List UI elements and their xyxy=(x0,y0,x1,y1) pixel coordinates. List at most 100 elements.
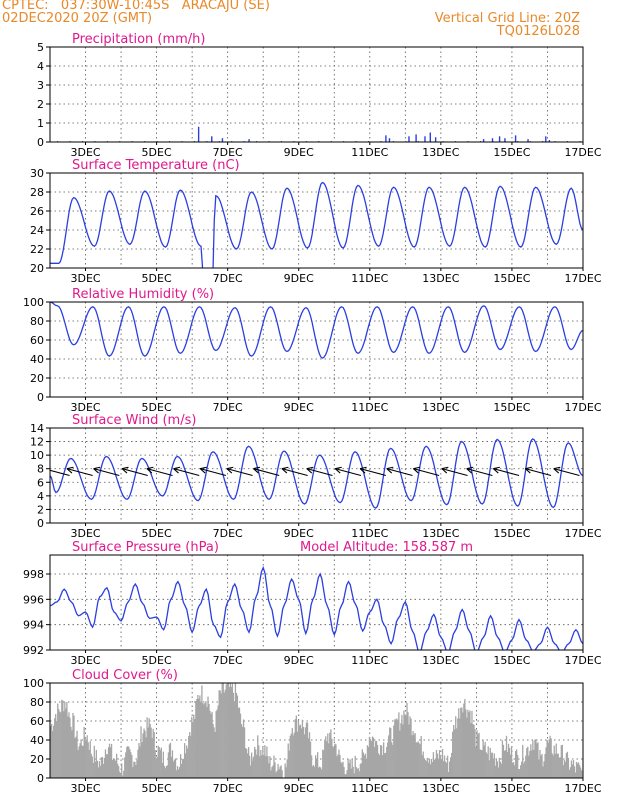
cloud-bar xyxy=(547,743,549,778)
cloud-bar xyxy=(248,755,251,778)
cloud-bar xyxy=(480,749,482,778)
cloud-bar xyxy=(244,748,247,778)
cloud-bar xyxy=(441,748,444,778)
station-label: CPTEC: 037:30W-10:45S ARACAJU (SE) xyxy=(2,0,270,13)
cloud-bar xyxy=(354,755,356,778)
cloud-bar xyxy=(247,747,250,778)
cloud-bar xyxy=(398,712,400,778)
cloud-bar xyxy=(508,747,511,778)
series-line-pressure xyxy=(50,565,583,650)
cloud-bar xyxy=(427,762,429,778)
cloud-bar xyxy=(258,745,260,778)
cloud-bar xyxy=(136,759,138,778)
cloud-bar xyxy=(170,756,173,778)
wind-arrow-head xyxy=(173,466,181,474)
y-tick-label: 28 xyxy=(30,186,44,199)
cloud-bar xyxy=(256,754,258,778)
cloud-bar xyxy=(179,754,182,778)
x-tick-label: 17DEC xyxy=(564,146,601,159)
cloud-bar xyxy=(526,748,528,778)
cloud-bar xyxy=(408,724,410,778)
cloud-bar xyxy=(199,695,201,778)
cloud-bar xyxy=(469,710,471,778)
y-tick-label: 0 xyxy=(37,391,44,404)
cloud-bar xyxy=(302,726,305,778)
wind-arrow-head xyxy=(146,466,154,474)
cloud-bar xyxy=(303,734,306,778)
panel-title: Surface Temperature (nC) xyxy=(72,158,240,173)
cloud-bar xyxy=(566,751,569,778)
precip-bar xyxy=(385,135,387,142)
cloud-bar xyxy=(304,727,307,778)
cloud-bar xyxy=(558,757,560,778)
x-tick-label: 15DEC xyxy=(493,146,530,159)
wind-arrow-head xyxy=(121,466,129,474)
cloud-bar xyxy=(555,743,557,778)
cloud-bar xyxy=(519,769,521,778)
cloud-bar xyxy=(300,728,303,778)
panel-title: Cloud Cover (%) xyxy=(72,668,178,683)
cloud-bar xyxy=(400,723,402,778)
cloud-bar xyxy=(575,762,578,778)
cloud-bar xyxy=(261,755,263,778)
cloud-bar xyxy=(260,749,262,778)
cloud-bar xyxy=(482,740,484,778)
cloud-bar xyxy=(335,744,337,778)
cloud-bar xyxy=(284,763,286,778)
cloud-bar xyxy=(409,716,411,778)
y-tick-label: 60 xyxy=(30,334,44,347)
cloud-bar xyxy=(562,765,564,778)
cloud-bar xyxy=(101,756,104,778)
cloud-bar xyxy=(254,746,256,778)
cloud-bar xyxy=(141,742,143,778)
cloud-bar xyxy=(362,752,364,778)
cloud-bar xyxy=(111,759,114,778)
cloud-bar xyxy=(57,703,59,778)
cloud-bar xyxy=(88,749,90,778)
cloud-bar xyxy=(506,751,509,778)
cloud-bar xyxy=(464,699,466,778)
cloud-bar xyxy=(392,744,394,778)
cloud-bar xyxy=(253,756,255,778)
cloud-bar xyxy=(332,746,334,778)
cloud-bar xyxy=(329,732,331,778)
cloud-bar xyxy=(294,719,296,778)
cloud-bar xyxy=(103,757,106,778)
cloud-bar xyxy=(117,763,119,778)
cloud-bar xyxy=(152,728,154,778)
cloud-bar xyxy=(97,767,100,778)
cloud-bar xyxy=(175,770,178,778)
cloud-bar xyxy=(237,707,240,778)
cloud-bar xyxy=(77,750,79,778)
cloud-bar xyxy=(96,760,99,778)
cloud-bar xyxy=(578,765,581,778)
wind-arrow xyxy=(200,468,227,477)
cloud-bar xyxy=(412,731,414,778)
cloud-bar xyxy=(267,756,269,778)
cloud-bar xyxy=(416,742,418,778)
cloud-bar xyxy=(92,763,94,778)
cloud-bar xyxy=(173,759,176,778)
y-tick-label: 14 xyxy=(30,422,44,435)
cloud-bar xyxy=(471,710,473,778)
cloud-bar xyxy=(197,694,199,778)
cloud-bar xyxy=(421,755,423,778)
series-line-wind xyxy=(50,438,583,509)
cloud-bar xyxy=(278,769,280,778)
x-tick-label: 17DEC xyxy=(564,401,601,414)
panel-title: Relative Humidity (%) xyxy=(72,287,214,302)
cloud-bar xyxy=(156,756,158,778)
cloud-bar xyxy=(413,734,415,778)
cloud-bar xyxy=(214,732,216,778)
x-tick-label: 13DEC xyxy=(422,146,459,159)
cloud-bar xyxy=(336,756,338,778)
cloud-bar xyxy=(419,744,421,778)
cloud-bar xyxy=(345,774,347,778)
wind-arrow-head xyxy=(386,466,394,474)
y-tick-label: 5 xyxy=(37,41,44,54)
cloud-bar xyxy=(277,764,279,778)
y-tick-label: 2 xyxy=(37,503,44,516)
x-tick-label: 5DEC xyxy=(142,146,172,159)
panel-frame xyxy=(49,301,584,398)
cloud-bar xyxy=(390,727,392,778)
